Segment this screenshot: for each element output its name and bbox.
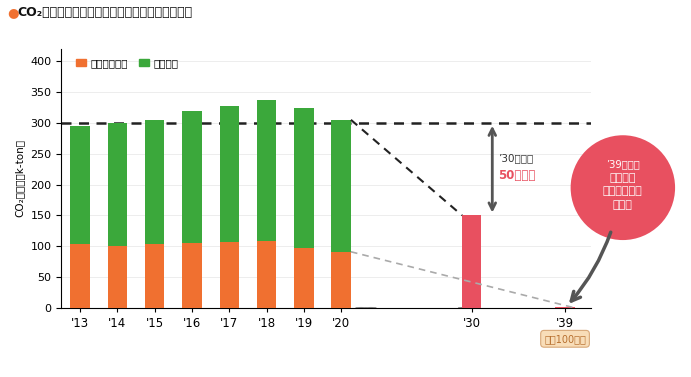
Text: CO₂排出量の推移（当社グループ［連結対象］）: CO₂排出量の推移（当社グループ［連結対象］） [17,6,192,18]
Text: カーボン: カーボン [609,173,636,183]
Bar [257,241,276,308]
Bar [257,100,276,241]
Bar [108,123,127,246]
Text: 50％削減: 50％削減 [498,169,536,182]
Bar [332,252,351,308]
Bar [294,248,314,308]
Y-axis label: CO₂排出量（k-ton）: CO₂排出量（k-ton） [15,139,25,218]
Bar [220,242,239,308]
Bar [556,307,575,308]
Text: ’30年度に: ’30年度に [498,153,533,163]
Bar [145,244,164,308]
Text: ニュートラル: ニュートラル [603,186,643,196]
Bar [220,106,239,242]
Bar [70,126,90,244]
Bar [462,215,482,308]
Bar [294,107,314,248]
Text: ●: ● [7,6,19,18]
Bar [182,110,202,242]
Bar [108,246,127,308]
Bar [332,121,351,252]
Bar [145,121,164,244]
Text: 創立100周年: 創立100周年 [544,334,586,344]
Bar [182,242,202,308]
Text: ’39年度に: ’39年度に [606,159,640,169]
Legend: 化石燃料由来, 電気由来: 化石燃料由来, 電気由来 [72,54,182,72]
Text: 達成！: 達成！ [613,200,633,210]
Ellipse shape [571,135,675,240]
Bar [70,244,90,308]
